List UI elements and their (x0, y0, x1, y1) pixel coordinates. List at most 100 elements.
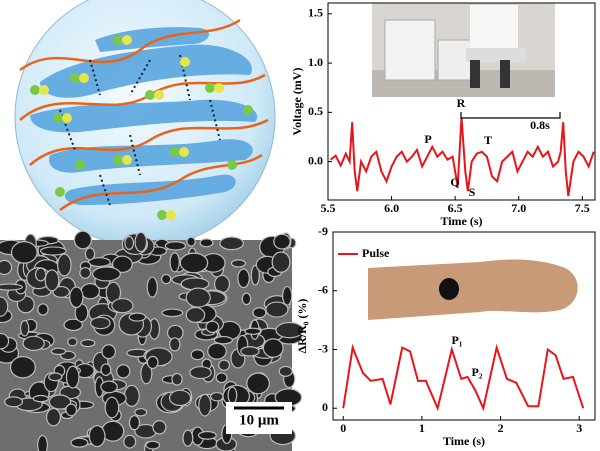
interval-bracket (460, 112, 561, 119)
sem-pore (9, 356, 36, 379)
sem-pore (80, 338, 96, 348)
annotation: Q (450, 175, 459, 189)
sem-pore (168, 389, 192, 407)
sem-pore (169, 337, 181, 352)
sem-pore (22, 335, 45, 351)
sem-pore (44, 269, 60, 292)
scale-label: 10 μm (239, 412, 279, 428)
sem-pore (88, 425, 106, 448)
plot-frame (332, 231, 596, 421)
plot-frame (327, 2, 596, 201)
sem-pore (39, 246, 67, 256)
y-tick-label: 0 (322, 400, 328, 414)
x-tick-label: 5.5 (321, 201, 336, 215)
sem-image (0, 230, 304, 451)
sem-pore (124, 235, 135, 250)
sem-pore (128, 415, 141, 431)
x-tick-label: 1 (419, 421, 425, 435)
photo-arm (368, 259, 578, 320)
sem-pore (146, 355, 159, 370)
sem-pore (185, 306, 206, 324)
sem-pore (146, 276, 158, 298)
photo-sensor (439, 278, 459, 300)
sem-pore (218, 359, 231, 371)
photo-leg (470, 60, 480, 88)
sem-pore (0, 259, 13, 276)
x-tick-label: 7.5 (575, 201, 590, 215)
sem-pore (4, 396, 24, 408)
sem-pore (0, 332, 10, 350)
sem-pore (189, 366, 212, 380)
y-tick-label: 1.0 (308, 55, 323, 69)
sem-pore (111, 255, 133, 273)
sem-pore (45, 407, 62, 427)
sem-pore (262, 338, 284, 358)
sem-pore (210, 391, 224, 402)
sem-pore (160, 273, 172, 285)
sem-pore (198, 393, 212, 417)
y-tick-label: -9 (318, 224, 328, 238)
sem-pore (52, 285, 70, 298)
x-axis-label: Time (s) (440, 214, 482, 228)
photo-legs (466, 48, 526, 62)
sem-pore (111, 297, 134, 314)
sem-pore (37, 434, 48, 451)
y-axis-label: ΔR/R₀ (%) (295, 299, 309, 354)
annotation: S (469, 185, 476, 199)
photo-wrist (368, 259, 578, 320)
sem-pore (134, 231, 148, 253)
sem-pore (145, 440, 161, 450)
sem-pore (123, 434, 137, 449)
sem-pore (0, 296, 9, 317)
sem-pore (79, 266, 92, 279)
x-tick-label: 7.0 (511, 201, 526, 215)
sem-pore (116, 364, 131, 379)
sem-pore (250, 264, 260, 286)
sem-pore (134, 408, 148, 417)
sem-pore (252, 307, 267, 319)
sem-pore (240, 346, 260, 357)
sem-pore (273, 233, 291, 250)
sem-pore (100, 363, 112, 377)
sem-pore (32, 394, 49, 403)
sem-pore (128, 312, 147, 322)
annotation: P₁ (452, 333, 463, 347)
sem-pore (185, 287, 211, 308)
sem-pore (186, 236, 196, 247)
sem-pore (100, 380, 118, 394)
sem-pore (205, 320, 220, 334)
sem-pore (37, 303, 49, 316)
sem-pore (271, 251, 291, 273)
sem-pore (190, 349, 205, 361)
sem-pore (63, 318, 83, 332)
sem-pore (161, 308, 184, 318)
sem-pore (70, 437, 89, 448)
x-tick-label: 0 (340, 421, 346, 435)
sem-pore (50, 347, 67, 356)
sem-pore (207, 342, 227, 360)
sem-pore (104, 396, 120, 419)
sem-pore (90, 316, 111, 330)
sem-pore (275, 321, 304, 339)
sem-pore (169, 252, 180, 273)
data-line (342, 343, 585, 412)
sem-pore (213, 335, 234, 345)
data-line (329, 117, 595, 197)
x-tick-label: 3 (576, 421, 582, 435)
sem-pore (164, 241, 187, 251)
sem-pore (91, 266, 121, 282)
bonds (59, 54, 221, 206)
sem-pore (101, 344, 116, 360)
sem-pore (65, 403, 78, 417)
annotation: R (457, 96, 466, 110)
y-tick-label: 0.5 (308, 104, 323, 118)
sem-pore (140, 362, 153, 385)
sem-pore (179, 252, 209, 274)
legend-label: Pulse (362, 246, 390, 260)
sem-pore (57, 253, 72, 277)
sem-pore (265, 301, 289, 318)
photo-ecg (372, 3, 555, 97)
sem-pore (34, 267, 47, 282)
sem-pore (282, 285, 293, 306)
